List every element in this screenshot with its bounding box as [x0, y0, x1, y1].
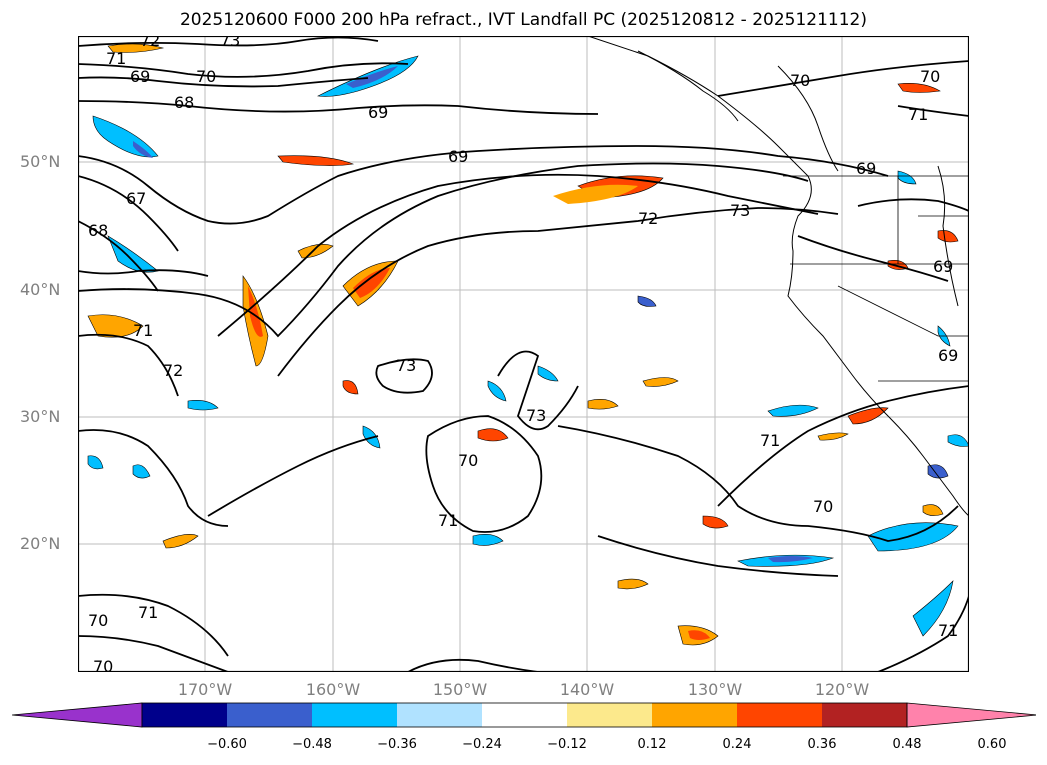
contour-label: 68 — [88, 221, 108, 240]
contour-label: 71 — [760, 431, 780, 450]
lon-label-150w: 150°W — [432, 680, 488, 699]
map-plot: 72 73 71 69 70 68 69 70 67 68 69 72 73 7… — [78, 36, 969, 672]
contour-label: 72 — [140, 36, 160, 50]
contour-label: 73 — [220, 36, 240, 50]
colorbar-segment — [652, 703, 737, 727]
colorbar-segment — [567, 703, 652, 727]
contour-label: 73 — [526, 406, 546, 425]
positive-shading — [87, 43, 959, 646]
contour-label: 69 — [130, 67, 150, 86]
contour-label: 69 — [938, 346, 958, 365]
contour-label: 70 — [93, 657, 113, 672]
colorbar-outline — [141, 702, 908, 728]
contour-label: 69 — [933, 257, 953, 276]
contour-label: 71 — [138, 603, 158, 622]
contour-label: 69 — [448, 147, 468, 166]
contour-label: 69 — [368, 103, 388, 122]
lon-label-130w: 130°W — [687, 680, 743, 699]
colorbar-tick-label: −0.12 — [547, 737, 587, 752]
colorbar-segment — [142, 703, 227, 727]
colorbar-tick-label: 0.60 — [977, 737, 1007, 752]
colorbar-segment — [312, 703, 397, 727]
lon-label-160w: 160°W — [305, 680, 361, 699]
contour-label: 70 — [920, 67, 940, 86]
contour-label: 71 — [908, 105, 928, 124]
colorbar — [12, 702, 1036, 728]
contour-label: 71 — [106, 49, 126, 68]
lat-label-40n: 40°N — [20, 280, 61, 299]
contour-label: 70 — [196, 67, 216, 86]
colorbar-extend-high — [906, 702, 1036, 728]
contour-label: 67 — [126, 189, 146, 208]
lon-label-170w: 170°W — [177, 680, 233, 699]
contour-label: 70 — [458, 451, 478, 470]
lon-label-140w: 140°W — [559, 680, 615, 699]
colorbar-tick-label: 0.48 — [892, 737, 922, 752]
lat-label-30n: 30°N — [20, 407, 61, 426]
borders — [783, 175, 969, 382]
colorbar-tick-label: 0.24 — [722, 737, 752, 752]
colorbar-segment — [822, 703, 907, 727]
contour-labels: 72 73 71 69 70 68 69 70 67 68 69 72 73 7… — [88, 36, 958, 672]
colorbar-tick-label: 0.12 — [637, 737, 667, 752]
lat-label-20n: 20°N — [20, 534, 61, 553]
colorbar-segment — [482, 703, 567, 727]
contour-label: 71 — [133, 321, 153, 340]
contour-label: 73 — [730, 201, 750, 220]
graticule — [78, 36, 969, 672]
contour-label: 70 — [88, 611, 108, 630]
colorbar-tick-label: 0.36 — [807, 737, 837, 752]
colorbar-tick-label: −0.48 — [292, 737, 332, 752]
contours — [78, 36, 969, 672]
contour-label: 71 — [938, 621, 958, 640]
contour-label: 71 — [438, 511, 458, 530]
contour-label: 69 — [856, 159, 876, 178]
contour-label: 70 — [813, 497, 833, 516]
colorbar-tick-label: −0.36 — [377, 737, 417, 752]
map-border — [78, 36, 969, 672]
negative-shading — [87, 55, 969, 637]
contour-label: 72 — [163, 361, 183, 380]
contour-label: 70 — [790, 71, 810, 90]
contour-label: 68 — [174, 93, 194, 112]
colorbar-extend-low — [12, 702, 143, 728]
lat-label-50n: 50°N — [20, 152, 61, 171]
colorbar-tick-label: −0.60 — [207, 737, 247, 752]
lon-label-120w: 120°W — [814, 680, 870, 699]
colorbar-segment — [397, 703, 482, 727]
contour-label: 73 — [396, 356, 416, 375]
colorbar-segment — [737, 703, 822, 727]
colorbar-segment — [227, 703, 312, 727]
colorbar-tick-label: −0.24 — [462, 737, 502, 752]
contour-label: 72 — [638, 209, 658, 228]
map-title: 2025120600 F000 200 hPa refract., IVT La… — [179, 10, 867, 30]
